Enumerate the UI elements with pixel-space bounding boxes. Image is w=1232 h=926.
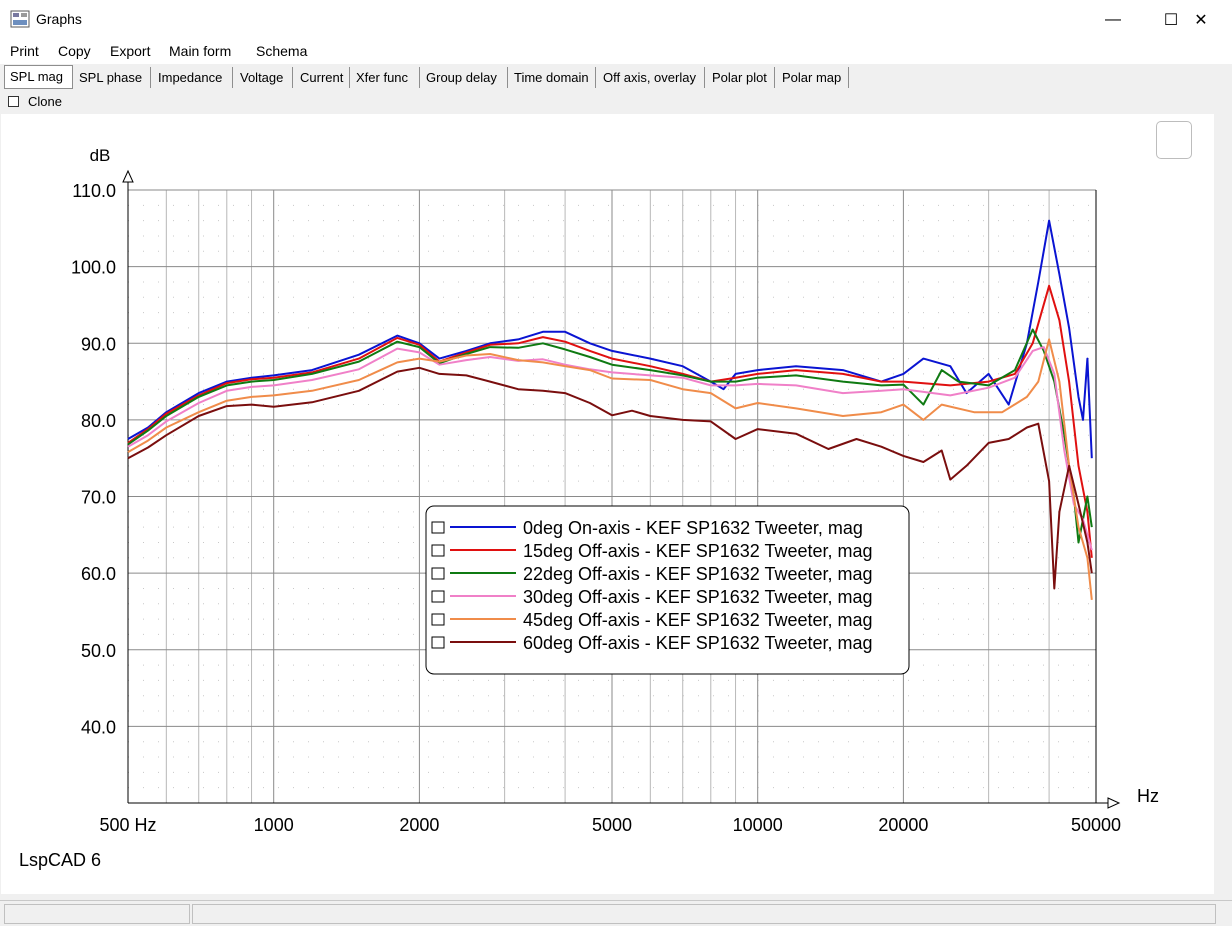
tab-polar-map[interactable]: Polar map xyxy=(777,67,849,88)
series-line xyxy=(127,284,1093,558)
menu-main-form[interactable]: Main form xyxy=(169,43,232,59)
legend-checkbox xyxy=(431,613,445,626)
y-tick-label: 70.0 xyxy=(81,488,116,508)
minimize-button[interactable]: — xyxy=(1084,0,1142,40)
legend-entry: 0deg On-axis - KEF SP1632 Tweeter, mag xyxy=(523,518,863,538)
series-line xyxy=(127,366,1093,590)
tab-voltage[interactable]: Voltage xyxy=(235,67,293,88)
tab-spl-phase[interactable]: SPL phase xyxy=(74,67,151,88)
right-border-strip xyxy=(1214,114,1232,894)
legend-box xyxy=(425,505,910,675)
x-tick-label: 1000 xyxy=(254,815,294,835)
tab-time-domain[interactable]: Time domain xyxy=(509,67,596,88)
x-tick-label: 10000 xyxy=(733,815,783,835)
legend-checkbox xyxy=(431,567,445,580)
legend-entry: 15deg Off-axis - KEF SP1632 Tweeter, mag xyxy=(523,541,873,561)
y-tick-label: 100.0 xyxy=(71,258,116,278)
tab-group-delay[interactable]: Group delay xyxy=(421,67,508,88)
tab-current[interactable]: Current xyxy=(295,67,350,88)
menu-schema[interactable]: Schema xyxy=(256,43,308,59)
graph-window-icon xyxy=(10,10,30,28)
close-icon: ✕ xyxy=(1194,12,1208,29)
y-tick-label: 40.0 xyxy=(81,717,116,737)
x-axis-label: Hz xyxy=(1137,786,1159,806)
y-axis-arrow-icon xyxy=(122,169,134,183)
clone-checkbox[interactable] xyxy=(8,96,19,107)
tab-polar-plot[interactable]: Polar plot xyxy=(707,67,775,88)
status-bar xyxy=(0,900,1232,926)
series-line xyxy=(127,346,1093,551)
x-tick-label: 20000 xyxy=(878,815,928,835)
menu-export[interactable]: Export xyxy=(110,43,151,59)
graph-area[interactable]: 110.0 100.0 90.0 80.0 70.0 60.0 50.0 40.0 500 Hz… xyxy=(1,114,1214,894)
tab-off-axis-overlay[interactable]: Off axis, overlay xyxy=(598,67,705,88)
tab-spl-mag[interactable]: SPL mag xyxy=(4,65,73,89)
maximize-icon: ☐ xyxy=(1163,12,1179,29)
y-tick-label: 90.0 xyxy=(81,334,116,354)
legend-entry: 60deg Off-axis - KEF SP1632 Tweeter, mag xyxy=(523,633,873,653)
legend-entry: 22deg Off-axis - KEF SP1632 Tweeter, mag xyxy=(523,564,873,584)
tab-xfer-func[interactable]: Xfer func xyxy=(351,67,420,88)
legend-checkbox xyxy=(431,521,445,534)
x-tick-label: 5000 xyxy=(592,815,632,835)
x-axis-arrow-icon xyxy=(1107,797,1121,809)
legend-entry: 30deg Off-axis - KEF SP1632 Tweeter, mag xyxy=(523,587,873,607)
close-button[interactable]: ✕ xyxy=(1172,0,1230,40)
x-tick-label: 50000 xyxy=(1071,815,1121,835)
legend-checkbox xyxy=(431,590,445,603)
window-title: Graphs xyxy=(36,11,82,27)
app-watermark: LspCAD 6 xyxy=(19,850,101,870)
y-tick-label: 50.0 xyxy=(81,641,116,661)
series-line xyxy=(127,219,1093,459)
legend-checkbox xyxy=(431,636,445,649)
x-tick-label: 500 Hz xyxy=(99,815,156,835)
legend-checkbox xyxy=(431,544,445,557)
y-axis-label: dB xyxy=(90,146,111,165)
clone-bar: Clone xyxy=(0,90,1232,114)
menu-print[interactable]: Print xyxy=(10,43,39,59)
series-line xyxy=(127,338,1093,601)
tab-impedance[interactable]: Impedance xyxy=(153,67,233,88)
graph-corner-button[interactable] xyxy=(1156,121,1192,159)
status-pane-2 xyxy=(192,904,1216,924)
tab-bar: SPL mag SPL phase Impedance Voltage Curr… xyxy=(0,64,1232,91)
title-bar: Graphs — ☐ ✕ xyxy=(0,0,1232,40)
y-tick-label: 110.0 xyxy=(72,181,116,201)
minimize-icon: — xyxy=(1105,11,1121,28)
y-tick-label: 60.0 xyxy=(81,564,116,584)
y-tick-label: 80.0 xyxy=(81,411,116,431)
menu-bar: Print Copy Export Main form Schema xyxy=(0,40,1232,64)
spl-magnitude-chart[interactable]: 110.0 100.0 90.0 80.0 70.0 60.0 50.0 40.0 500 Hz… xyxy=(1,114,1214,894)
x-tick-label: 2000 xyxy=(399,815,439,835)
menu-copy[interactable]: Copy xyxy=(58,43,91,59)
maximize-button[interactable]: ☐ xyxy=(1142,0,1200,40)
series-line xyxy=(127,328,1093,544)
status-pane-1 xyxy=(4,904,190,924)
legend-entry: 45deg Off-axis - KEF SP1632 Tweeter, mag xyxy=(523,610,873,630)
clone-label: Clone xyxy=(28,94,62,109)
